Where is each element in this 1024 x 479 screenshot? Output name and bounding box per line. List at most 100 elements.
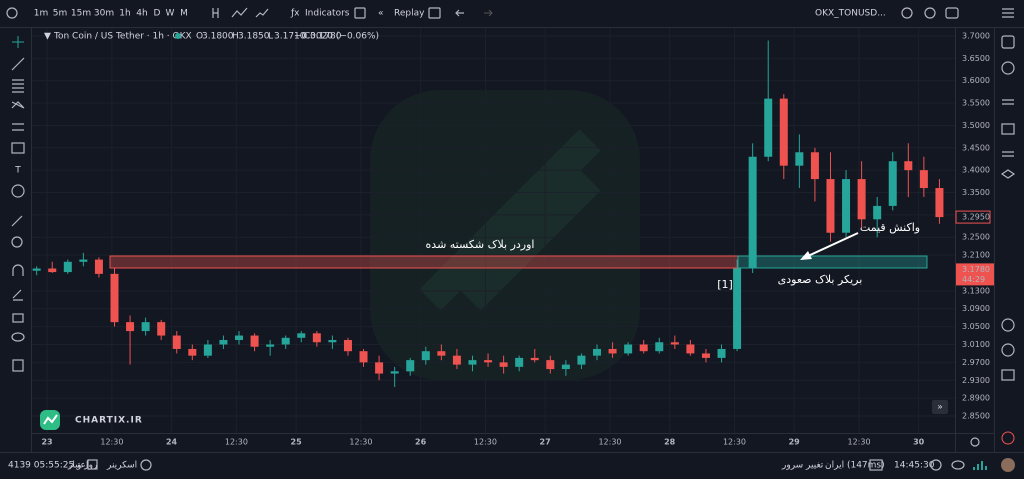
interval-button[interactable]: 1m [34, 9, 49, 19]
fib-tool[interactable] [12, 79, 24, 93]
candle-body [904, 161, 913, 171]
text-tool[interactable]: T [14, 166, 21, 176]
replay-button[interactable]: Replay [394, 9, 425, 19]
x-tick-label: 30 [913, 438, 925, 447]
snapshot-button[interactable] [945, 7, 959, 19]
line-chart-button[interactable] [231, 7, 248, 18]
ohlc-label: H [232, 32, 239, 42]
symbol-logo: ▼ [44, 32, 51, 42]
interval-button[interactable]: 30m [94, 9, 114, 19]
candle-body [390, 371, 399, 374]
chart-type-button[interactable] [212, 8, 219, 18]
settings-button[interactable] [924, 7, 936, 19]
alerts-button[interactable] [1001, 61, 1015, 75]
watermark-logo-mark [419, 129, 601, 311]
scroll-right-button[interactable] [932, 400, 948, 414]
interval-button[interactable]: 5m [53, 9, 68, 19]
y-tick-label: 3.6000 [962, 76, 990, 85]
layers-button[interactable] [1000, 169, 1016, 179]
data-window-button[interactable] [1002, 99, 1014, 105]
candle-body [359, 351, 368, 363]
visibility-button[interactable] [951, 460, 965, 470]
candle-body [608, 348, 617, 354]
projection-tool[interactable] [12, 123, 24, 131]
candle-body [826, 179, 835, 233]
pattern-tool[interactable] [11, 101, 25, 109]
shape-tool[interactable] [11, 142, 25, 154]
redo-button[interactable] [484, 9, 493, 17]
remove-tool[interactable] [12, 359, 24, 372]
interval-button[interactable]: 15m [71, 9, 91, 19]
interval-button[interactable]: D [154, 9, 161, 19]
hotlist-button[interactable] [1001, 123, 1015, 135]
annotation-reaction: واکنش قیمت [860, 221, 920, 234]
ohlc-label: O [196, 32, 203, 42]
server-icon [869, 459, 883, 471]
candle-body [593, 348, 602, 356]
server-change-button[interactable]: تغییر سرور [781, 461, 824, 471]
candle-body [126, 322, 135, 332]
signal-icon [973, 461, 987, 470]
trend-line-tool[interactable] [11, 57, 25, 71]
symbol-name[interactable]: OKX_TONUSD... [815, 9, 886, 19]
screener-button[interactable]: اسکرینر [106, 461, 137, 471]
candle-body [530, 357, 539, 361]
candle-body [406, 360, 415, 372]
y-tick-label: 3.7000 [962, 32, 990, 41]
candle-body [141, 322, 150, 332]
x-tick-label: 29 [789, 438, 801, 447]
y-tick-label: 3.0500 [962, 322, 990, 331]
axis-settings-button[interactable] [970, 437, 980, 447]
compare-button[interactable] [255, 8, 269, 18]
marked-price-label: 3.2950 [962, 213, 990, 222]
chat-button[interactable] [1001, 318, 1015, 332]
watchlist-button[interactable] [1001, 35, 1015, 49]
candle-body [655, 342, 664, 352]
interval-button[interactable]: 4h [136, 9, 147, 19]
x-tick-label: 28 [664, 438, 676, 447]
candle-body [32, 268, 41, 271]
y-tick-label: 3.2100 [962, 251, 990, 260]
clock: 14:45:30 [894, 461, 935, 471]
x-tick-label: 12:30 [723, 438, 746, 447]
undo-button[interactable] [455, 9, 464, 17]
interval-button[interactable]: 1h [119, 9, 130, 19]
indicators-button[interactable]: Indicators [305, 9, 350, 19]
zoom-tool[interactable] [11, 236, 23, 248]
candle-body [281, 337, 290, 345]
calendar-button[interactable] [1002, 151, 1014, 157]
visibility-tool[interactable] [11, 332, 25, 342]
candle-body [499, 362, 508, 367]
candle-body [764, 98, 773, 157]
brand-logo-mark [43, 414, 58, 425]
x-tick-label: 26 [415, 438, 427, 447]
candle-body [561, 364, 570, 370]
add-symbol-button[interactable] [6, 7, 18, 19]
crosshair-tool[interactable] [12, 36, 24, 48]
power-button[interactable] [1001, 431, 1015, 445]
y-tick-label: 3.2500 [962, 233, 990, 242]
candle-body [343, 340, 352, 352]
avatar[interactable] [1001, 458, 1015, 472]
legend-title: Ton Coin / US Tether · 1h · OKX [53, 32, 192, 42]
emoji-tool[interactable] [11, 184, 25, 198]
magnet-tool[interactable] [12, 264, 24, 276]
candle-body [219, 340, 228, 345]
news-button[interactable] [1001, 369, 1015, 381]
lock-drawing-tool[interactable] [12, 289, 23, 301]
ohlc-value: 3.1800 [202, 32, 234, 42]
search-button[interactable] [901, 7, 913, 19]
menu-button[interactable] [1002, 8, 1014, 18]
interval-button[interactable]: W [166, 9, 175, 19]
fullscreen-button[interactable] [428, 7, 441, 19]
annotation-marker: [1] [717, 278, 733, 291]
ruler-tool[interactable] [11, 215, 23, 227]
candle-body [452, 355, 461, 365]
candle-body [79, 259, 88, 262]
ideas-button[interactable] [1001, 343, 1015, 357]
templates-button[interactable] [354, 7, 366, 19]
lock-tool[interactable] [12, 313, 24, 323]
ohlc-value: 3.1710 [274, 32, 306, 42]
interval-button[interactable]: M [180, 9, 188, 19]
credit-label: اعتبار [67, 461, 88, 471]
